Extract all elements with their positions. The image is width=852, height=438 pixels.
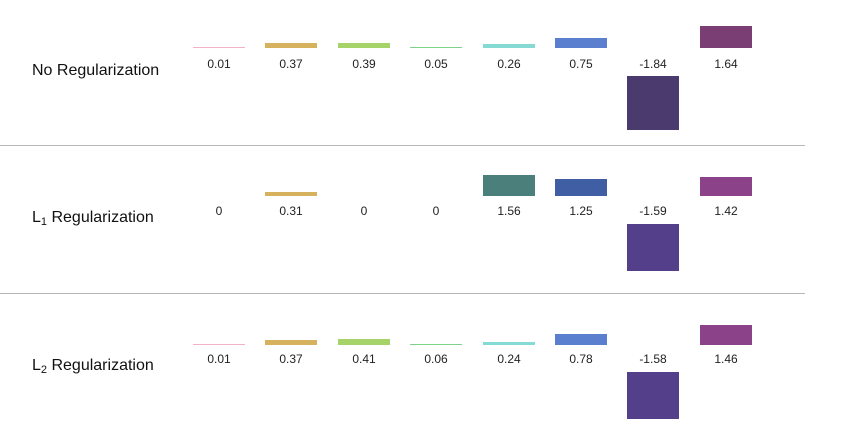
weight-value-label: 0.31 xyxy=(279,204,303,218)
weight-bar xyxy=(338,339,390,345)
weight-value-label: 0 xyxy=(432,204,440,218)
row-label-rest: Regularization xyxy=(47,209,154,226)
weight-value-label: 1.64 xyxy=(714,57,738,71)
row-label-main: L xyxy=(32,357,41,374)
weight-value-label: 0 xyxy=(360,204,368,218)
weight-value-label: 1.25 xyxy=(569,204,593,218)
weight-value-label: 0.39 xyxy=(352,57,376,71)
weight-bar xyxy=(700,325,752,345)
weight-value-label: 0.75 xyxy=(569,57,593,71)
weight-value-label: 0.26 xyxy=(497,57,521,71)
weight-bar xyxy=(193,343,245,345)
row-label-rest: Regularization xyxy=(47,357,154,374)
weight-bar xyxy=(555,179,607,196)
weight-bar xyxy=(483,174,535,196)
weight-bar xyxy=(627,76,679,131)
weight-value-label: 0.37 xyxy=(279,57,303,71)
weight-value-label: 0.41 xyxy=(352,352,376,366)
weight-value-label: 1.42 xyxy=(714,204,738,218)
weight-value-label: 0.06 xyxy=(424,352,448,366)
weight-bar xyxy=(410,46,462,48)
weight-bar xyxy=(555,334,607,345)
weight-bar xyxy=(193,46,245,48)
weight-value-label: 1.46 xyxy=(714,352,738,366)
weight-value-label: 0.01 xyxy=(207,57,231,71)
weight-bar xyxy=(410,343,462,345)
weight-bar xyxy=(338,42,390,48)
weight-bar xyxy=(265,43,317,48)
row-label: L1 Regularization xyxy=(32,209,154,228)
row-divider xyxy=(0,145,805,146)
weight-bar xyxy=(700,25,752,48)
weight-bar xyxy=(483,44,535,48)
weight-value-label: 0.78 xyxy=(569,352,593,366)
weight-value-label: -1.58 xyxy=(639,352,667,366)
row-divider xyxy=(0,293,805,294)
weight-value-label: 0 xyxy=(215,204,223,218)
row-label-subscript: 2 xyxy=(40,364,48,376)
weight-bar xyxy=(627,224,679,271)
weight-bar xyxy=(483,341,535,345)
weight-value-label: 0.05 xyxy=(424,57,448,71)
weight-value-label: -1.84 xyxy=(639,57,667,71)
weight-bar xyxy=(265,340,317,345)
row-label-subscript: 1 xyxy=(40,216,48,228)
weight-bar xyxy=(265,191,317,196)
row-label-main: No Regularization xyxy=(32,62,160,79)
weight-bar xyxy=(627,372,679,419)
weight-value-label: 1.56 xyxy=(497,204,521,218)
weight-value-label: -1.59 xyxy=(639,204,667,218)
row-label: No Regularization xyxy=(32,62,159,80)
row-label-main: L xyxy=(32,209,41,226)
weight-value-label: 0.37 xyxy=(279,352,303,366)
weight-bar xyxy=(555,37,607,48)
weight-value-label: 0.01 xyxy=(207,352,231,366)
weight-bar xyxy=(700,176,752,196)
row-label: L2 Regularization xyxy=(32,357,154,376)
weight-value-label: 0.24 xyxy=(497,352,521,366)
